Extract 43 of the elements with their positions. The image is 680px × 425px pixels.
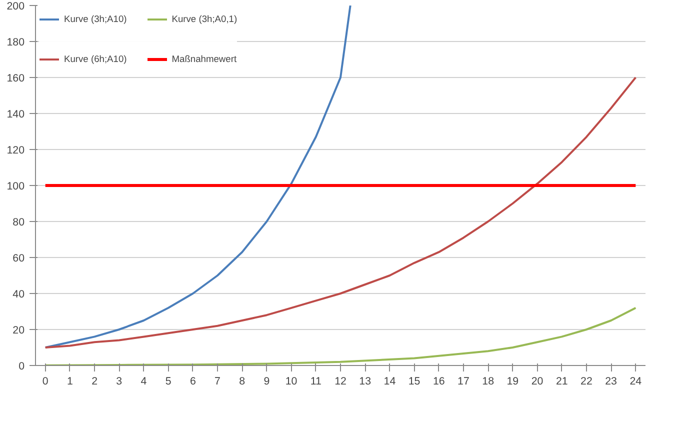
x-tick-label: 3 [116,376,122,388]
x-tick-label: 9 [264,376,270,388]
y-tick-label: 40 [12,288,25,300]
x-tick-label: 17 [458,376,470,388]
line-series [44,76,637,348]
x-tick-label: 19 [506,376,519,388]
x-tick-label: 0 [42,376,48,388]
x-tick-label: 15 [408,376,420,388]
x-tick-label: 14 [384,376,396,388]
y-tick-label: 80 [12,216,25,228]
x-tick-label: 8 [239,376,246,388]
x-tick-label: 16 [432,376,445,388]
x-tick-label: 12 [334,376,346,388]
y-tick-label: 0 [18,360,25,372]
legend-label: Kurve (6h;A10) [64,54,127,64]
y-tick-label: 180 [6,36,25,48]
legend-label: Kurve (3h;A0,1) [172,14,238,24]
x-tick-label: 24 [630,376,642,388]
legend-label: Kurve (3h;A10) [64,14,127,24]
x-tick-label: 2 [92,376,98,388]
y-tick-label: 160 [6,72,25,84]
legend-label: Maßnahmewert [172,54,237,64]
x-tick-label: 22 [580,376,592,388]
x-tick-label: 23 [605,376,618,388]
x-tick-label: 20 [531,376,544,388]
y-tick-label: 120 [6,144,25,156]
line-series [44,6,352,348]
y-tick-label: 140 [6,108,25,120]
x-tick-label: 18 [482,376,494,388]
x-tick-label: 13 [359,376,372,388]
y-tick-label: 200 [6,0,25,12]
y-tick-label: 60 [12,252,25,264]
x-tick-label: 6 [190,376,196,388]
line-series [44,306,637,366]
x-tick-label: 7 [214,376,221,388]
x-tick-label: 4 [140,376,147,388]
x-tick-label: 5 [165,376,172,388]
x-tick-label: 11 [310,376,322,388]
x-tick-label: 21 [556,376,568,388]
y-tick-label: 20 [12,324,25,336]
x-tick-label: 10 [285,376,298,388]
y-tick-label: 100 [6,180,25,192]
x-tick-label: 1 [66,376,73,388]
